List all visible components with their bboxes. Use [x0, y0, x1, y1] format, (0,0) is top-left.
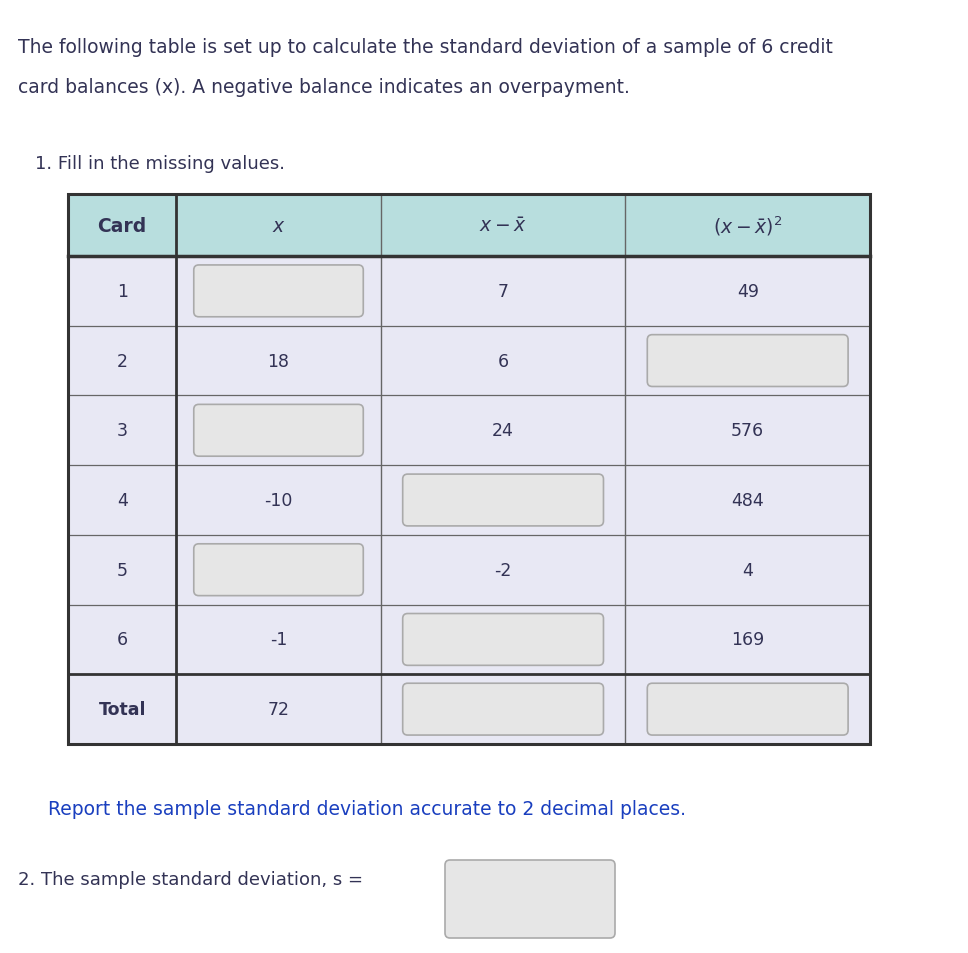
- Text: 2. The sample standard deviation, s =: 2. The sample standard deviation, s =: [18, 870, 363, 888]
- Text: $x$: $x$: [272, 216, 286, 235]
- Text: card balances (x). A negative balance indicates an overpayment.: card balances (x). A negative balance in…: [18, 78, 630, 97]
- FancyBboxPatch shape: [445, 861, 615, 938]
- FancyBboxPatch shape: [403, 683, 603, 736]
- Text: -1: -1: [270, 631, 287, 649]
- Text: $(x - \bar{x})^2$: $(x - \bar{x})^2$: [713, 214, 782, 237]
- Text: 18: 18: [267, 353, 289, 370]
- FancyBboxPatch shape: [194, 266, 363, 317]
- FancyBboxPatch shape: [194, 544, 363, 596]
- Bar: [68, 194, 870, 256]
- Bar: [68, 396, 870, 466]
- Text: 6: 6: [116, 631, 128, 649]
- Text: 3: 3: [116, 422, 128, 440]
- Text: 484: 484: [731, 492, 764, 510]
- Text: 4: 4: [742, 561, 753, 579]
- Text: Card: Card: [98, 216, 147, 235]
- Text: 6: 6: [498, 353, 508, 370]
- Text: 24: 24: [492, 422, 514, 440]
- Bar: [68, 256, 870, 326]
- Bar: [68, 326, 870, 396]
- Text: 7: 7: [498, 282, 508, 300]
- Bar: [68, 466, 870, 536]
- Text: 49: 49: [737, 282, 759, 300]
- FancyBboxPatch shape: [403, 475, 603, 526]
- Text: 72: 72: [267, 700, 289, 719]
- Text: 576: 576: [731, 422, 765, 440]
- FancyBboxPatch shape: [648, 683, 848, 736]
- Text: Total: Total: [99, 700, 146, 719]
- Text: The following table is set up to calculate the standard deviation of a sample of: The following table is set up to calcula…: [18, 38, 832, 57]
- Text: -2: -2: [495, 561, 512, 579]
- FancyBboxPatch shape: [194, 405, 363, 456]
- Bar: [68, 605, 870, 675]
- FancyBboxPatch shape: [403, 614, 603, 665]
- Text: 4: 4: [117, 492, 128, 510]
- Text: Report the sample standard deviation accurate to 2 decimal places.: Report the sample standard deviation acc…: [48, 800, 686, 818]
- Text: -10: -10: [264, 492, 292, 510]
- Text: 2: 2: [116, 353, 128, 370]
- Text: $x - \bar{x}$: $x - \bar{x}$: [479, 216, 527, 235]
- Text: 169: 169: [731, 631, 765, 649]
- Bar: [68, 536, 870, 605]
- Text: 1: 1: [116, 282, 128, 300]
- Text: 1. Fill in the missing values.: 1. Fill in the missing values.: [35, 154, 285, 172]
- Text: 5: 5: [116, 561, 128, 579]
- FancyBboxPatch shape: [648, 335, 848, 387]
- Bar: [68, 675, 870, 744]
- Bar: [68, 194, 870, 744]
